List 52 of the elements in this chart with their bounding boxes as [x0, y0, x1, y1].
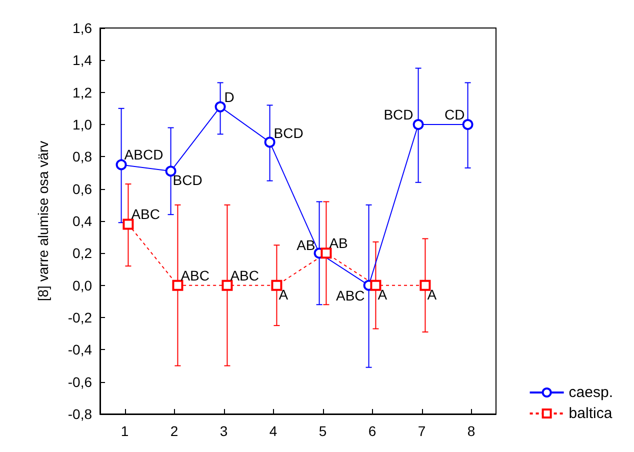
y-tick-label: -0,8	[68, 406, 92, 422]
point	[165, 166, 176, 177]
x-tick-label: 2	[170, 423, 178, 439]
y-tick-label: -0,6	[68, 374, 92, 390]
annotation: D	[224, 88, 234, 105]
annotation: A	[278, 286, 289, 302]
legend-label: caesp.	[568, 384, 614, 401]
point	[370, 280, 382, 291]
point	[116, 159, 127, 170]
y-tick-label: 0,4	[72, 213, 92, 229]
annotation: BCD	[274, 125, 304, 142]
x-tick-label: 7	[418, 423, 426, 439]
point	[172, 280, 184, 291]
x-tick-label: 8	[467, 423, 476, 439]
y-tick-label: 0,0	[72, 277, 92, 294]
annotation: AB	[329, 235, 348, 252]
annotation: ABC	[131, 206, 160, 222]
annotation: ABC	[180, 267, 210, 284]
x-tick-label: 3	[220, 423, 228, 439]
annotation: ABC	[230, 267, 260, 284]
y-axis-title: [8] varre alumise osa värv	[35, 140, 51, 302]
y-tick-label: 0,8	[72, 148, 92, 165]
point	[264, 136, 276, 148]
y-tick-label: 1,6	[72, 20, 92, 36]
annotation: A	[378, 286, 388, 302]
point	[320, 248, 332, 259]
y-tick-label: -0,4	[68, 342, 92, 358]
point	[222, 280, 233, 291]
annotation: BCD	[384, 106, 414, 122]
annotation: CD	[444, 106, 465, 122]
x-tick-label: 6	[368, 423, 376, 439]
point	[420, 280, 431, 291]
point	[462, 119, 474, 130]
x-tick-label: 1	[120, 423, 129, 439]
y-tick-label: 1,0	[72, 116, 92, 132]
annotation: BCD	[172, 172, 202, 188]
point	[214, 101, 226, 112]
y-tick-label: -0,2	[68, 310, 92, 326]
legend-label: baltica	[568, 405, 613, 422]
y-tick-label: 0,6	[72, 180, 92, 197]
annotation: ABC	[336, 287, 365, 304]
point	[122, 218, 134, 230]
annotation: A	[427, 286, 438, 302]
y-tick-label: 1,4	[72, 52, 92, 68]
y-tick-label: 1,2	[72, 84, 92, 100]
annotation: AB	[296, 237, 316, 254]
x-tick-label: 5	[318, 423, 327, 439]
annotation: ABCD	[124, 146, 164, 163]
point	[271, 280, 282, 291]
x-tick-label: 4	[269, 423, 278, 439]
y-tick-label: 0,2	[72, 245, 92, 262]
point	[412, 119, 424, 130]
